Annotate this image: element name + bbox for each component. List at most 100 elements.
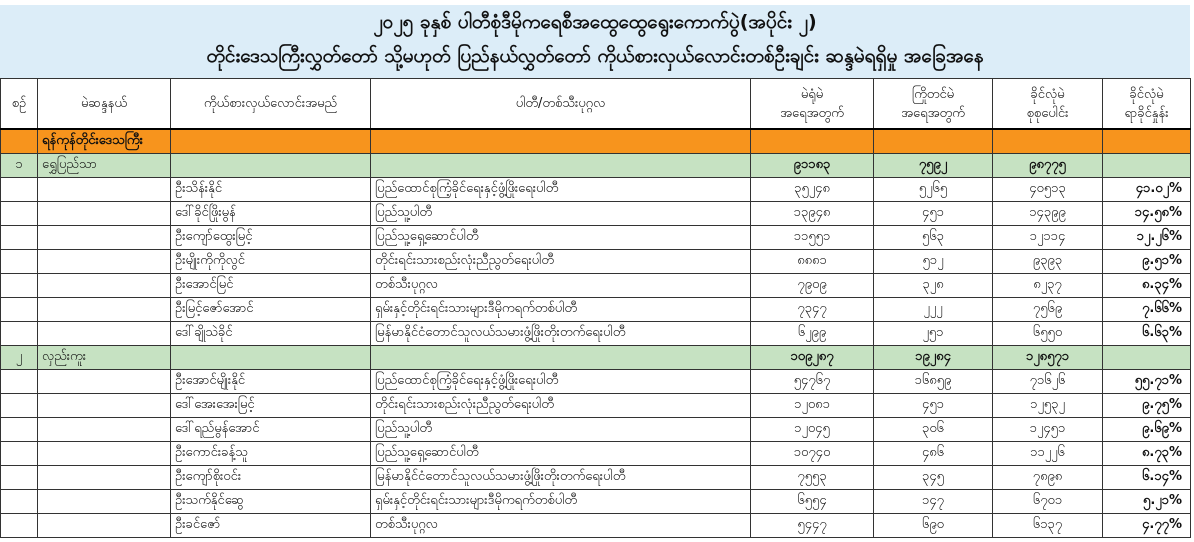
- advance-votes: ၁၄၇: [873, 489, 993, 514]
- empty-cell: [170, 345, 371, 370]
- candidate-name: ဒေါ်ရည်မွန်အောင်: [170, 417, 371, 442]
- station-votes: ၁၂၀၈၁: [750, 393, 874, 418]
- advance-votes: ၂၂၂: [873, 297, 993, 322]
- constituency-row: ၂လှည်းကူး ၁၀၉၂၈၇ ၁၉၂၈၄ ၁၂၈၅၇၁: [0, 345, 1191, 370]
- vote-percentage: ၈.၃၄%: [1102, 273, 1191, 298]
- empty-cell: [37, 393, 171, 418]
- constituency-name: ရွှေပြည်သာ: [37, 153, 171, 178]
- valid-votes: ၇၈၉၈: [992, 465, 1103, 490]
- valid-votes: ၆၅၅၀: [992, 321, 1103, 346]
- party-name: တိုင်းရင်းသားစည်းလုံးညီညွတ်ရေးပါတီ: [370, 249, 751, 274]
- vote-percentage: ၁၄.၅၈%: [1102, 201, 1191, 226]
- candidate-row: ဦးမြင့်ဇော်အောင် ရှမ်းနှင့်တိုင်းရင်းသားမ…: [0, 297, 1191, 322]
- party-name: ပြည်သူ့ရှေ့ဆောင်ပါတီ: [370, 225, 751, 250]
- advance-votes-total: ၇၅၉၂: [873, 153, 993, 178]
- empty-cell: [0, 369, 38, 394]
- empty-cell: [873, 128, 993, 154]
- empty-cell: [0, 273, 38, 298]
- valid-votes: ၁၂၄၅၁: [992, 417, 1103, 442]
- empty-cell: [0, 513, 38, 538]
- candidate-name: ဦးသိန်းနိုင်: [170, 177, 371, 202]
- party-name: ပြည်သူ့ပါတီ: [370, 417, 751, 442]
- candidate-row: ဦးကျော်ထွေးမြင့် ပြည်သူ့ရှေ့ဆောင်ပါတီ ၁၁၅၅…: [0, 225, 1191, 250]
- valid-votes: ၉၃၉၃: [992, 249, 1103, 274]
- valid-votes-total: ၉၈၇၇၅: [992, 153, 1103, 178]
- empty-cell: [0, 201, 38, 226]
- candidate-row: ဦးအောင်မြင် တစ်သီးပုဂ္ဂလ ၇၉၀၉ ၃၂၈ ၈၂၃၇ ၈.၃၄%: [0, 273, 1191, 298]
- party-name: တစ်သီးပုဂ္ဂလ: [370, 513, 751, 538]
- station-votes: ၁၀၇၄၀: [750, 441, 874, 466]
- table-header: စဉ် မဲဆန္ဒနယ် ကိုယ်စားလှယ်လောင်းအမည် ပါတီ/တ…: [0, 78, 1191, 130]
- region-name: ရန်ကုန်တိုင်းဒေသကြီး: [37, 128, 171, 154]
- valid-votes: ၁၂၅၃၂: [992, 393, 1103, 418]
- empty-cell: [37, 465, 171, 490]
- constituency-name: လှည်းကူး: [37, 345, 171, 370]
- candidate-name: ဦးမြင့်ဇော်အောင်: [170, 297, 371, 322]
- vote-percentage: ၈.၇၃%: [1102, 441, 1191, 466]
- party-name: တစ်သီးပုဂ္ဂလ: [370, 273, 751, 298]
- party-name: ပြည်ထောင်စုကြံ့ခိုင်ရေးနှင့်ဖွံ့ဖြိုးရေး…: [370, 177, 751, 202]
- valid-votes: ၁၄၃၉၉: [992, 201, 1103, 226]
- valid-votes: ၁၁၂၂၆: [992, 441, 1103, 466]
- advance-votes: ၄၅၁: [873, 393, 993, 418]
- column-header-line1: ခိုင်လုံမဲ: [1030, 86, 1065, 102]
- empty-cell: [37, 297, 171, 322]
- station-votes: ၅၄၄၇: [750, 513, 874, 538]
- candidate-row: ဒေါ်ချိုသဲခိုင် မြန်မာနိုင်ငံတောင်သူလယ်သမ…: [0, 321, 1191, 346]
- candidate-name: ဦးကျော်ထွေးမြင့်: [170, 225, 371, 250]
- column-header-line2: စုစုပေါင်း: [1026, 105, 1069, 121]
- column-header-line1: ပါတီ/တစ်သီးပုဂ္ဂလ: [515, 96, 606, 111]
- station-votes: ၇၉၀၉: [750, 273, 874, 298]
- empty-cell: [1102, 128, 1191, 154]
- party-name: ပြည်ထောင်စုကြံ့ခိုင်ရေးနှင့်ဖွံ့ဖြိုးရေး…: [370, 369, 751, 394]
- candidate-name: ဒေါ်အေးအေးမြင့်: [170, 393, 371, 418]
- party-name: ရှမ်းနှင့်တိုင်းရင်းသားများဒီမိုကရက်တစ်ပ…: [370, 489, 751, 514]
- column-header-line1: စဉ်: [11, 96, 27, 111]
- empty-cell: [0, 321, 38, 346]
- party-name: ပြည်သူ့ပါတီ: [370, 201, 751, 226]
- vote-percentage: ၉.၅၁%: [1102, 249, 1191, 274]
- advance-votes: ၃၀၆: [873, 417, 993, 442]
- advance-votes-total: ၁၉၂၈၄: [873, 345, 993, 370]
- empty-cell: [0, 441, 38, 466]
- party-name: မြန်မာနိုင်ငံတောင်သူလယ်သမားဖွံ့ဖြိုးတိုး…: [370, 465, 751, 490]
- valid-votes: ၇၅၆၉: [992, 297, 1103, 322]
- results-table: စဉ် မဲဆန္ဒနယ် ကိုယ်စားလှယ်လောင်းအမည် ပါတီ/တ…: [0, 78, 1191, 538]
- candidate-row: ဦးခင်ဇော် တစ်သီးပုဂ္ဂလ ၅၄၄၇ ၆၉၀ ၆၁၃၇ ၄.၇၇%: [0, 513, 1191, 538]
- vote-percentage: ၄၁.၀၂%: [1102, 177, 1191, 202]
- candidate-row: ဦးအောင်မျိုးနိုင် ပြည်ထောင်စုကြံ့ခိုင်ရေး…: [0, 369, 1191, 394]
- column-header: ကိုယ်စားလှယ်လောင်းအမည်: [170, 78, 371, 130]
- empty-cell: [37, 249, 171, 274]
- valid-votes-total: ၁၂၈၅၇၁: [992, 345, 1103, 370]
- candidate-name: ဦးသက်နိုင်ဆွေ: [170, 489, 371, 514]
- station-votes: ၆၂၉၉: [750, 321, 874, 346]
- station-votes: ၈၈၈၁: [750, 249, 874, 274]
- advance-votes: ၅၁၂: [873, 249, 993, 274]
- column-header: ကြိုတင်မဲ အရေအတွက်: [873, 78, 993, 130]
- vote-percentage: ၉.၆၉%: [1102, 417, 1191, 442]
- column-header-line1: ခိုင်လုံမဲ: [1129, 86, 1164, 102]
- candidate-name: ဦးမျိုးကိုကိုလွင်: [170, 249, 371, 274]
- valid-votes: ၆၇၀၁: [992, 489, 1103, 514]
- valid-votes: ၁၂၁၁၄: [992, 225, 1103, 250]
- candidate-name: ဒေါ်ချိုသဲခိုင်: [170, 321, 371, 346]
- advance-votes: ၄၈၆: [873, 441, 993, 466]
- vote-percentage: ၄.၇၇%: [1102, 513, 1191, 538]
- empty-cell: [0, 128, 38, 154]
- empty-cell: [0, 225, 38, 250]
- station-votes: ၁၃၉၄၈: [750, 201, 874, 226]
- empty-cell: [370, 128, 751, 154]
- empty-cell: [170, 128, 371, 154]
- empty-cell: [37, 441, 171, 466]
- advance-votes: ၄၅၁: [873, 201, 993, 226]
- report-title: ၂၀၂၅ ခုနှစ် ပါတီစုံဒီမိုကရေစီအထွေထွေရွေး…: [0, 5, 1190, 78]
- advance-votes: ၆၉၀: [873, 513, 993, 538]
- column-header: ပါတီ/တစ်သီးပုဂ္ဂလ: [370, 78, 751, 130]
- constituency-row: ၁ရွှေပြည်သာ ၉၁၁၈၃ ၇၅၉၂ ၉၈၇၇၅: [0, 153, 1191, 178]
- advance-votes: ၅၆၃: [873, 225, 993, 250]
- party-name: မြန်မာနိုင်ငံတောင်သူလယ်သမားဖွံ့ဖြိုးတိုး…: [370, 321, 751, 346]
- valid-votes: ၈၂၃၇: [992, 273, 1103, 298]
- empty-cell: [1102, 345, 1191, 370]
- valid-votes: ၇၁၆၂၆: [992, 369, 1103, 394]
- column-header-line2: အရေအတွက်: [901, 105, 965, 121]
